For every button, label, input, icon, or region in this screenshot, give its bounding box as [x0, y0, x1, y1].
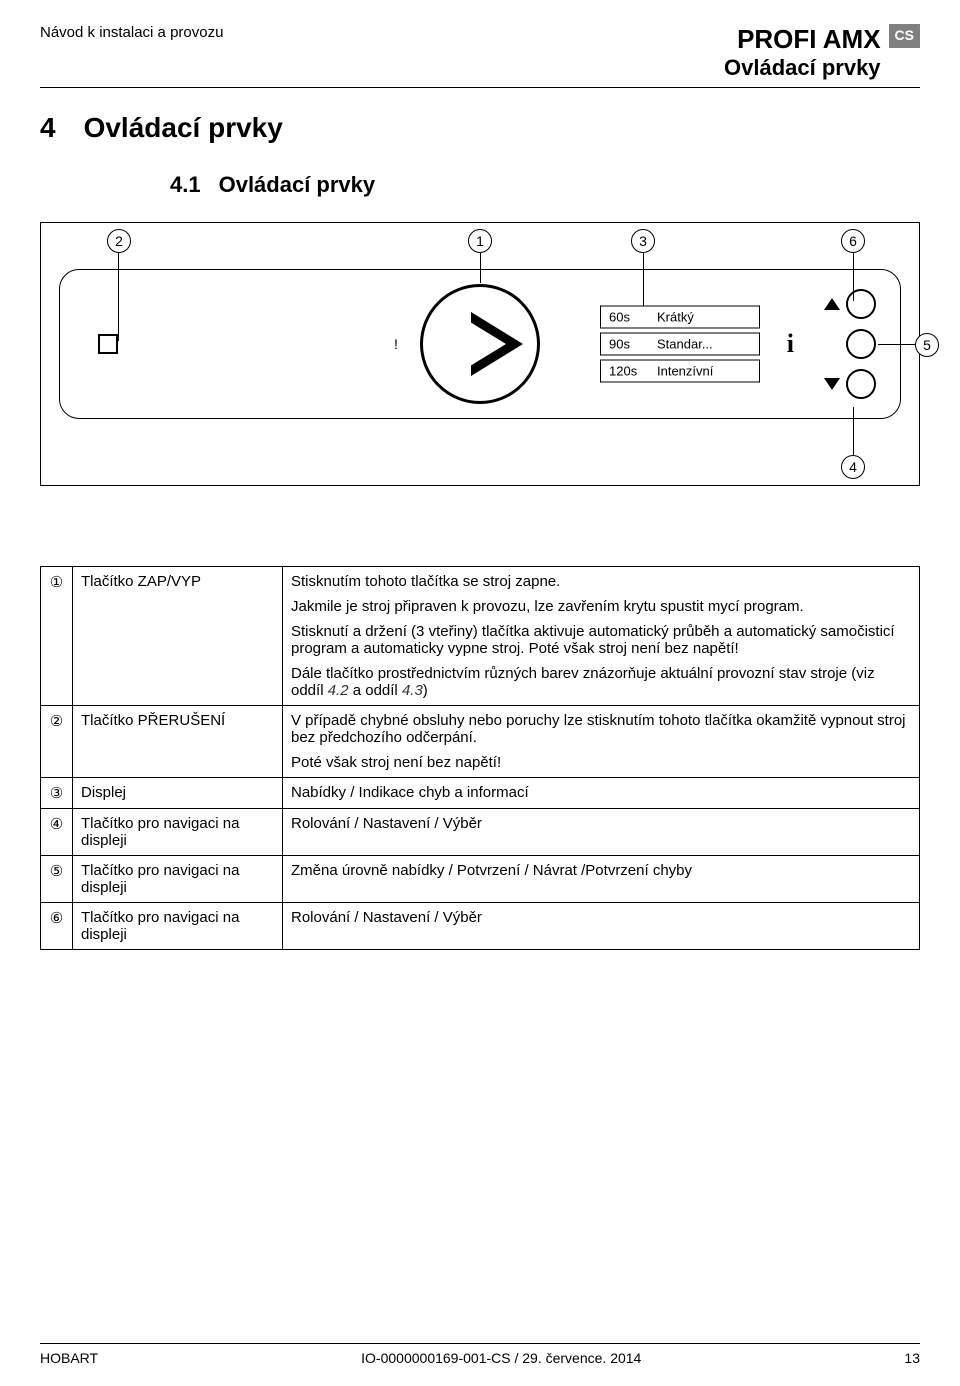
subsection-title: Ovládací prvky [219, 172, 376, 197]
arrow-up-icon [824, 298, 840, 310]
play-mark: ! [389, 337, 403, 351]
description-paragraph: Jakmile je stroj připraven k provozu, lz… [291, 598, 911, 615]
control-name: Tlačítko pro navigaci na displeji [73, 809, 283, 856]
description-paragraph: Nabídky / Indikace chyb a informací [291, 784, 911, 801]
arrow-down-icon [824, 378, 840, 390]
row-number: ① [41, 567, 73, 706]
row-number: ⑤ [41, 856, 73, 903]
row-number: ④ [41, 809, 73, 856]
callout-4: 4 [841, 455, 865, 479]
section-heading: 4 Ovládací prvky [40, 112, 920, 144]
panel-body: ! 60s Krátký 90s Standar... 120s Intenzívní… [59, 269, 901, 419]
control-name: Tlačítko pro navigaci na displeji [73, 856, 283, 903]
control-panel-diagram: 2 1 3 6 5 4 ! 60sKrátký 90 [40, 222, 920, 486]
footer-left: HOBART [40, 1350, 98, 1366]
table-row: ④Tlačítko pro navigaci na displeji Rolová… [41, 809, 920, 856]
description-paragraph: Rolování / Nastavení / Výběr [291, 909, 911, 926]
control-name: Tlačítko pro navigaci na displeji [73, 903, 283, 950]
section-number: 4 [40, 112, 56, 143]
play-icon-inner [470, 322, 506, 366]
description-paragraph: Rolování / Nastavení / Výběr [291, 815, 911, 832]
program-label: Krátký [657, 310, 694, 325]
subsection-heading: 4.1 Ovládací prvky [170, 172, 920, 198]
program-sec: 60s [609, 310, 647, 325]
description-paragraph: Stisknutím tohoto tlačítka se stroj zapn… [291, 573, 911, 590]
callout-2: 2 [107, 229, 131, 253]
control-description: Rolování / Nastavení / Výběr [283, 809, 920, 856]
footer-center: IO-0000000169-001-CS / 29. července. 201… [361, 1350, 641, 1366]
nav-button-up [846, 289, 876, 319]
description-paragraph: Stisknutí a držení (3 vteřiny) tlačítka … [291, 623, 911, 657]
row-number: ⑥ [41, 903, 73, 950]
display-group: 60s Krátký 90s Standar... 120s Intenzívní [600, 306, 760, 383]
description-paragraph: Poté však stroj není bez napětí! [291, 754, 911, 771]
section-title: Ovládací prvky [84, 112, 283, 143]
program-label: Intenzívní [657, 364, 713, 379]
callout-1: 1 [468, 229, 492, 253]
table-row: ③Displej Nabídky / Indikace chyb a inform… [41, 778, 920, 809]
description-paragraph: Změna úrovně nabídky / Potvrzení / Návra… [291, 862, 911, 879]
control-name: Tlačítko ZAP/VYP [73, 567, 283, 706]
callout-5: 5 [915, 333, 939, 357]
control-name: Displej [73, 778, 283, 809]
nav-button-group [824, 289, 876, 399]
program-sec: 90s [609, 337, 647, 352]
control-description: Stisknutím tohoto tlačítka se stroj zapn… [283, 567, 920, 706]
program-label: Standar... [657, 337, 713, 352]
callout-3: 3 [631, 229, 655, 253]
page-footer: HOBART IO-0000000169-001-CS / 29. červen… [40, 1343, 920, 1366]
table-row: ②Tlačítko PŘERUŠENÍV případě chybné obsl… [41, 706, 920, 778]
table-row: ①Tlačítko ZAP/VYP Stisknutím tohoto tlačí… [41, 567, 920, 706]
description-paragraph: V případě chybné obsluhy nebo poruchy lz… [291, 712, 911, 746]
display-row: 60s Krátký [600, 306, 760, 329]
subsection-number: 4.1 [170, 172, 201, 197]
footer-right: 13 [904, 1350, 920, 1366]
header-left: Návod k instalaci a provozu [40, 24, 223, 41]
info-icon: i [787, 329, 794, 359]
table-row: ⑥Tlačítko pro navigaci na displeji Rolová… [41, 903, 920, 950]
page-header: Návod k instalaci a provozu PROFI AMX Ov… [40, 24, 920, 81]
row-number: ② [41, 706, 73, 778]
control-description: Nabídky / Indikace chyb a informací [283, 778, 920, 809]
nav-button-enter [846, 329, 876, 359]
control-description: Rolování / Nastavení / Výběr [283, 903, 920, 950]
nav-button-down [846, 369, 876, 399]
header-rule [40, 87, 920, 88]
stop-button-icon [98, 334, 118, 354]
row-number: ③ [41, 778, 73, 809]
control-description: Změna úrovně nabídky / Potvrzení / Návra… [283, 856, 920, 903]
display-row: 120s Intenzívní [600, 360, 760, 383]
callout-6: 6 [841, 229, 865, 253]
language-badge: CS [889, 24, 920, 48]
description-paragraph: Dále tlačítko prostřednictvím různých ba… [291, 665, 911, 699]
footer-rule [40, 1343, 920, 1344]
display-row: 90s Standar... [600, 333, 760, 356]
program-sec: 120s [609, 364, 647, 379]
product-name: PROFI AMX [724, 24, 881, 55]
table-row: ⑤Tlačítko pro navigaci na displeji Změna … [41, 856, 920, 903]
control-name: Tlačítko PŘERUŠENÍ [73, 706, 283, 778]
control-description: V případě chybné obsluhy nebo poruchy lz… [283, 706, 920, 778]
controls-table: ①Tlačítko ZAP/VYP Stisknutím tohoto tlačí… [40, 566, 920, 950]
header-sub: Ovládací prvky [724, 55, 881, 81]
